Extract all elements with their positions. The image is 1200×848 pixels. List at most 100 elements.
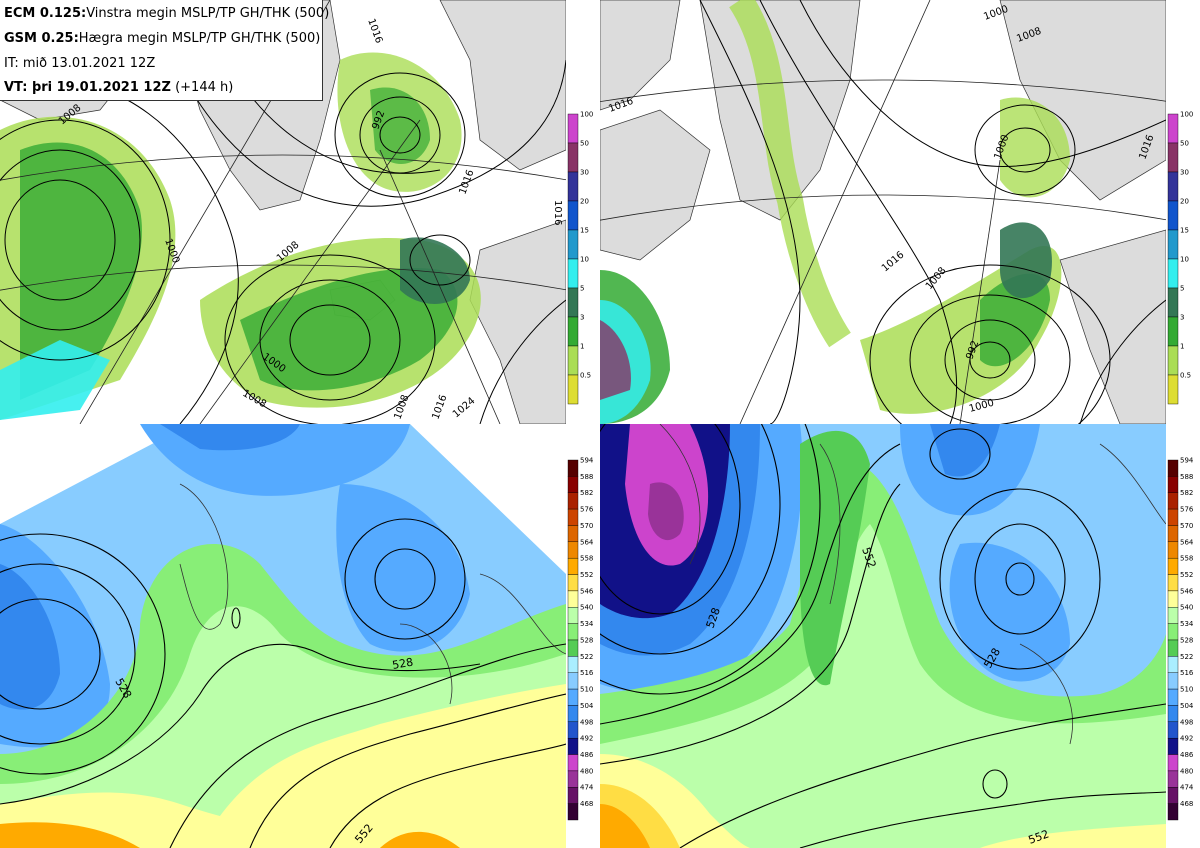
legend-swatch [567,374,579,405]
legend-swatch [1167,258,1179,289]
thk-band-west-498 [0,564,60,710]
legend-swatch [1167,737,1179,755]
isobar-label: 1016 [552,200,563,225]
legend-swatch [567,656,579,673]
precip-lofoten [1000,222,1052,299]
thk-band-558 [0,822,140,848]
land-arctic-canada [600,109,711,261]
precip-arctic [1000,97,1070,198]
legend-label: 10 [580,255,589,263]
legend-swatch [1167,639,1179,657]
legend-swatch [1167,316,1179,347]
legend-label: 468 [580,800,593,808]
legend-swatch [1167,721,1179,739]
legend-swatch [567,590,579,608]
precip-legend-left: 100 50 30 20 15 10 5 3 1 0.5 [566,110,600,410]
legend-swatch [1167,688,1179,706]
legend-label: 552 [1180,571,1193,579]
legend-label: 528 [580,636,593,644]
legend-swatch [1167,672,1179,690]
gsm-gh-thickness-svg: 552 528 528 552 [600,424,1166,848]
legend-swatch [567,688,579,706]
panel-divider [598,0,600,848]
legend-swatch [1167,345,1179,376]
legend-label: 528 [1180,636,1193,644]
ecm-mslp-precip-map: 1016 1008 992 1016 1000 1008 1000 1008 1… [0,0,566,424]
legend-label: 498 [580,718,593,726]
legend-swatch [1167,623,1179,641]
legend-label: 10 [1180,255,1189,263]
legend-swatch [1167,113,1179,144]
legend-label: 474 [580,784,594,792]
thickness-legend-left: 594 588 582 576 570 564 558 552 546 540 534 528 522 5… [566,456,600,826]
legend-swatch [1167,287,1179,318]
legend-label: 588 [1180,473,1193,481]
legend-swatch [567,770,579,788]
legend-swatch [567,623,579,641]
legend-label: 522 [580,653,593,661]
legend-label: 50 [580,139,589,147]
thk-trough-east [336,484,470,652]
gsm-mslp-precip-svg: 1016 1000 1008 1016 1000 1008 992 1000 1… [600,0,1166,424]
legend-label: 468 [1180,800,1193,808]
precip-legend-right: 100 50 30 20 15 10 5 3 1 0.5 [1166,110,1200,410]
info-initial-time: IT: mið 13.01.2021 12Z [4,56,156,71]
legend-swatch [567,508,579,526]
run-info-box: ECM 0.125:Vinstra megin MSLP/TP GH/THK (… [0,0,329,101]
info-line-it: IT: mið 13.01.2021 12Z [4,56,155,71]
legend-label: 564 [1180,538,1194,546]
precip-band-west-heavy [0,340,110,420]
legend-label: 504 [580,702,594,710]
thk-east-trough [949,542,1070,682]
legend-swatch [567,287,579,318]
legend-label: 30 [1180,168,1189,176]
legend-swatch [1167,754,1179,772]
thk-band-558b [380,831,460,848]
legend-label: 582 [1180,489,1193,497]
legend-swatch [1167,557,1179,575]
legend-label: 516 [580,669,594,677]
legend-swatch [567,737,579,755]
info-ecm-text: Vinstra megin MSLP/TP GH/THK (500) [86,6,330,21]
legend-swatch [1167,770,1179,788]
legend-swatch [567,171,579,202]
legend-swatch [567,316,579,347]
legend-swatch [567,142,579,173]
legend-swatch [1167,200,1179,231]
gsm-mslp-precip-map: 1016 1000 1008 1016 1000 1008 992 1000 1… [600,0,1166,424]
legend-label: 1 [580,342,584,350]
land-svalbard [999,0,1166,201]
legend-label: 576 [1180,506,1194,514]
gh-contour-label: 528 [391,656,414,672]
legend-label: 0.5 [580,371,591,379]
legend-label: 594 [1180,456,1194,464]
legend-label: 3 [1180,313,1184,321]
precip-arctic-core [370,87,430,164]
legend-label: 576 [580,506,594,514]
legend-label: 552 [580,571,593,579]
thickness-legend-right: 594 588 582 576 570 564 558 552 546 540 534 528 522 5… [1166,456,1200,826]
legend-swatch [1167,705,1179,723]
thk-band-546 [200,684,566,848]
legend-label: 5 [580,284,584,292]
legend-swatch [567,200,579,231]
legend-label: 534 [580,620,594,628]
legend-swatch [567,525,579,543]
thk-band-504 [160,424,300,451]
legend-label: 558 [1180,555,1193,563]
legend-label: 504 [1180,702,1194,710]
legend-label: 588 [580,473,593,481]
legend-swatch [567,476,579,493]
legend-label: 582 [580,489,593,497]
legend-swatch [567,492,579,510]
legend-swatch [1167,590,1179,608]
legend-swatch [1167,142,1179,173]
legend-label: 0.5 [1180,371,1191,379]
legend-swatch [1167,171,1179,202]
info-forecast-hour: (+144 h) [175,80,234,95]
legend-swatch [567,574,579,592]
legend-label: 480 [1180,767,1193,775]
precip-legend-right-svg: 100 50 30 20 15 10 5 3 1 0.5 [1167,110,1193,405]
legend-label: 510 [580,686,593,694]
legend-swatch [567,672,579,690]
